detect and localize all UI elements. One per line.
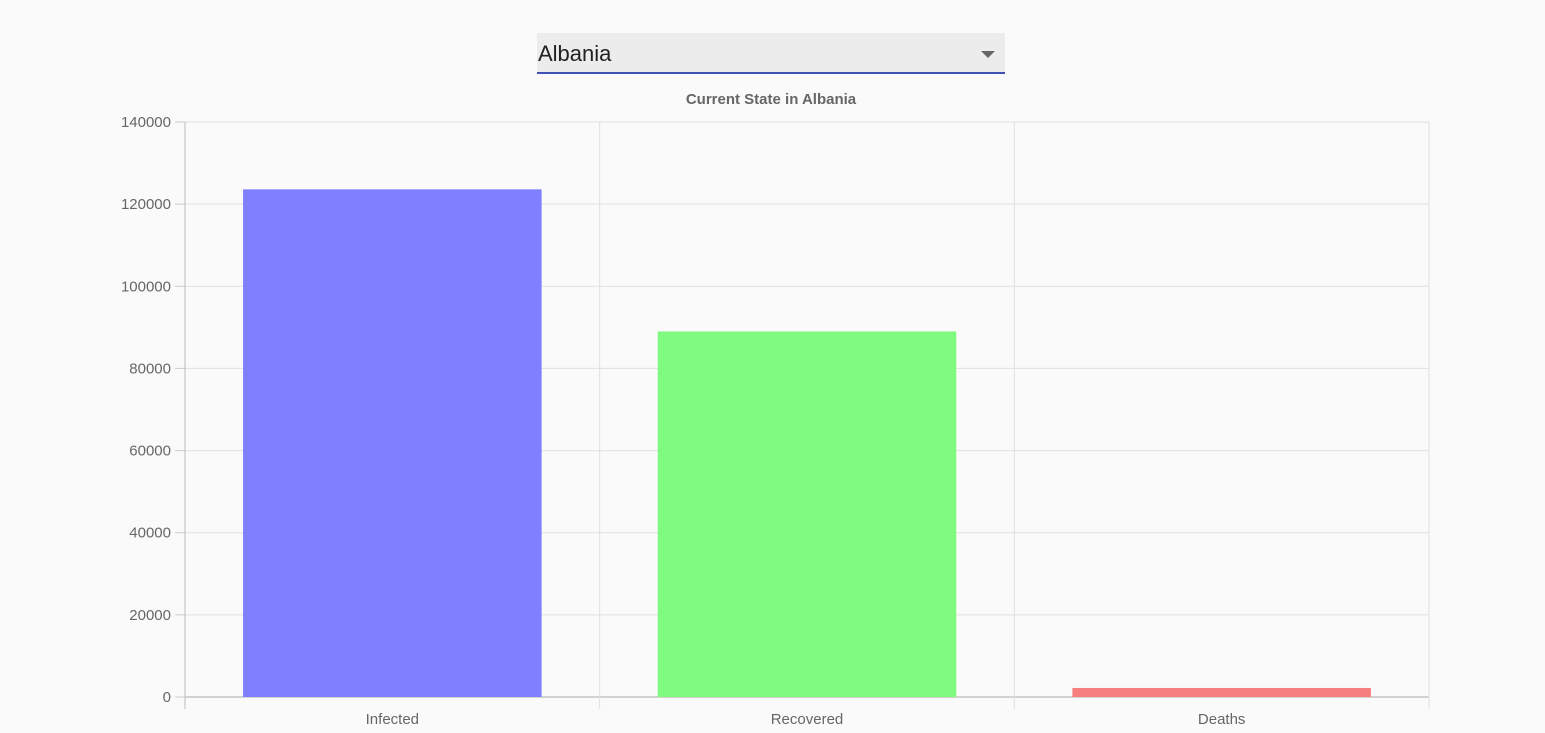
y-tick-label: 100000: [121, 278, 171, 295]
y-tick-label: 120000: [121, 196, 171, 213]
country-select-value: Albania: [538, 41, 612, 66]
bar-recovered: [657, 331, 957, 697]
chevron-down-icon[interactable]: [981, 51, 995, 58]
y-tick-label: 60000: [129, 443, 171, 460]
x-tick-label: Infected: [366, 711, 419, 728]
y-tick-label: 20000: [129, 607, 171, 624]
y-tick-label: 80000: [129, 360, 171, 377]
y-tick-label: 0: [163, 689, 171, 706]
bar-deaths: [1072, 687, 1371, 697]
x-tick-label: Deaths: [1198, 711, 1246, 728]
country-select[interactable]: Albania: [537, 33, 1005, 74]
y-tick-label: 40000: [129, 525, 171, 542]
chart-title: Current State in Albania: [686, 91, 857, 108]
bar-infected: [243, 189, 542, 697]
x-tick-label: Recovered: [771, 711, 844, 728]
y-tick-label: 140000: [121, 114, 171, 131]
